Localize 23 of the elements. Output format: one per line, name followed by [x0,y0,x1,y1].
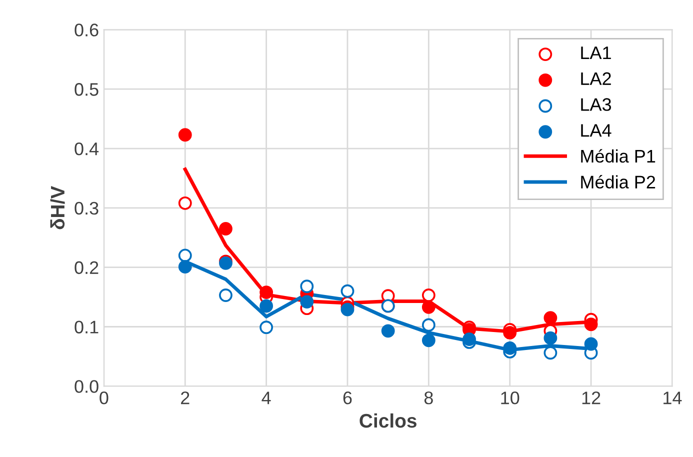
y-tick-label: 0.6 [74,24,98,36]
legend-label: LA2 [581,72,611,85]
y-tick-label: 0.0 [74,380,98,393]
y-tick-label: 0.3 [74,202,98,215]
y-axis-title: δH/V [50,186,65,230]
legend-label: LA1 [581,46,611,60]
x-tick-label: 14 [664,392,682,404]
x-tick-label: 0 [100,392,108,404]
legend-label: Média P1 [581,149,656,163]
y-tick-label: 0.2 [74,261,98,274]
legend-label: LA3 [581,98,612,111]
legend-label: LA4 [581,124,612,137]
x-tick-label: 2 [181,392,190,404]
legend-label: Média P2 [581,175,656,189]
y-tick-label: 0.1 [74,320,98,334]
x-tick-label: 6 [343,392,352,404]
x-tick-label: 4 [262,392,271,404]
y-tick-label: 0.4 [74,142,99,156]
x-tick-label: 8 [424,392,433,404]
x-tick-label: 12 [582,392,600,404]
y-tick-label: 0.5 [74,83,98,96]
x-tick-label: 10 [501,392,520,404]
x-axis-title: Ciclos [360,413,416,428]
